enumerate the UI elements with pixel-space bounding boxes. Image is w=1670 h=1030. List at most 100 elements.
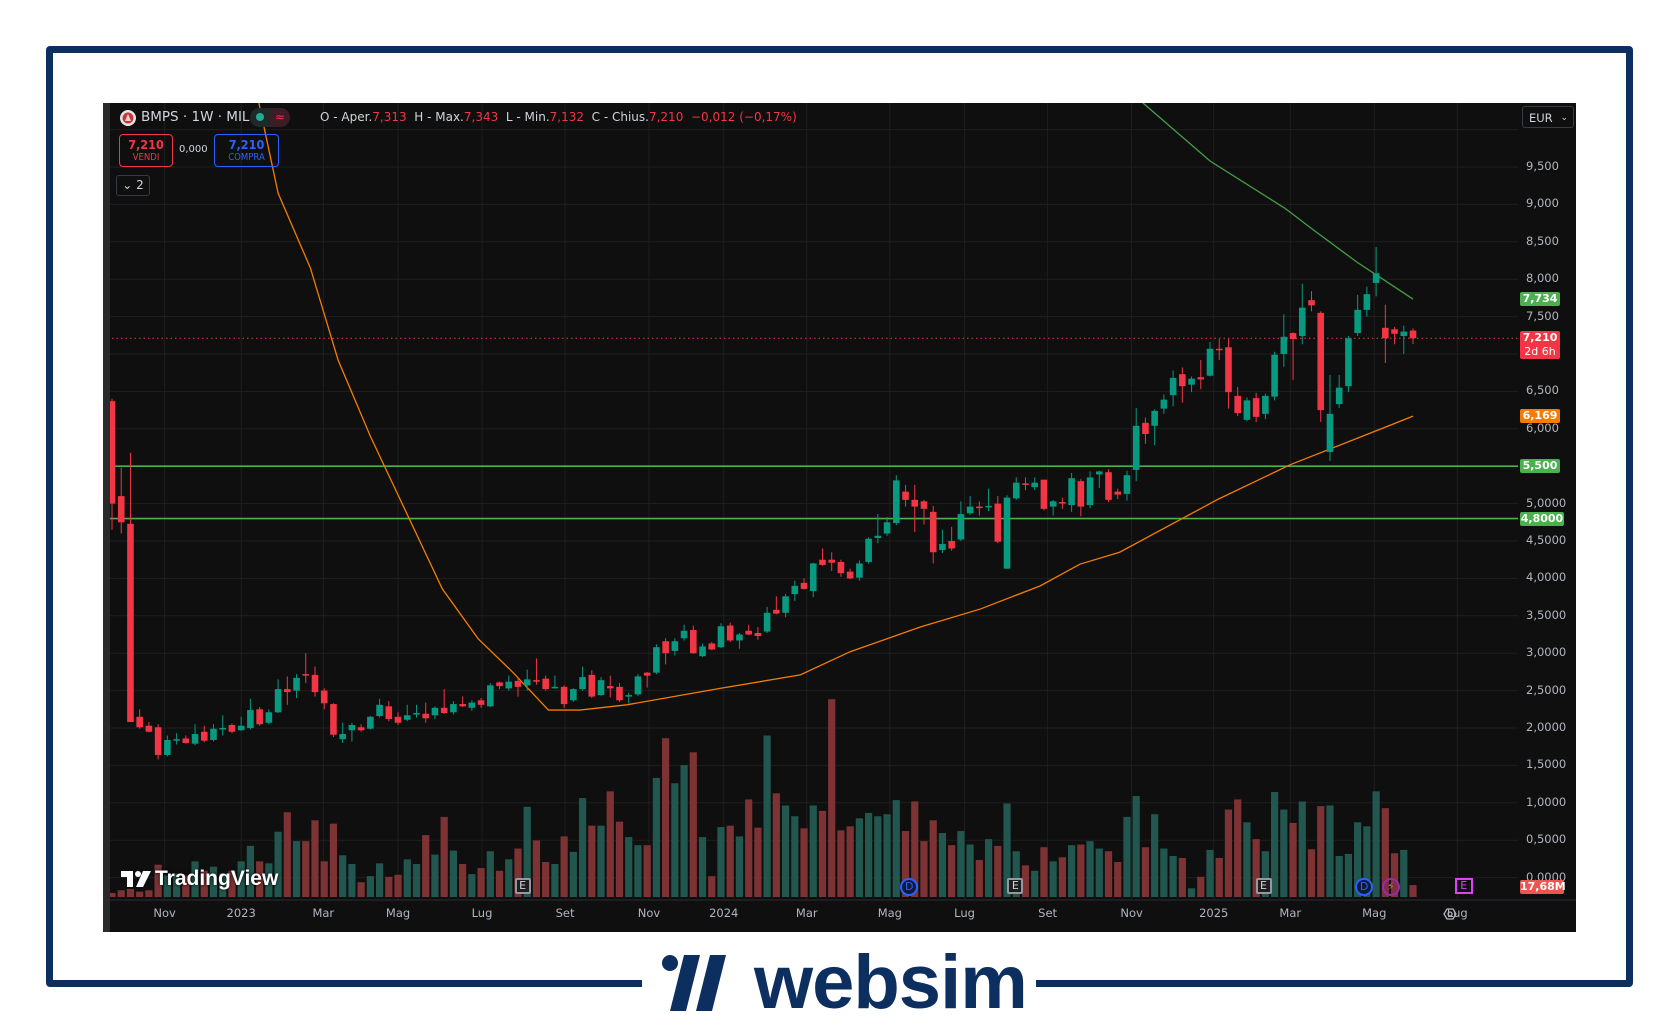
candle-body	[1151, 410, 1158, 426]
time-axis-tick[interactable]: Set	[1038, 906, 1058, 920]
volume-bar	[892, 800, 900, 897]
price-axis-tick[interactable]: 2,0000	[1526, 720, 1567, 734]
candle-body	[1031, 482, 1038, 488]
price-axis-tick[interactable]: 8,500	[1526, 233, 1559, 248]
time-axis-tick[interactable]: Mar	[1279, 906, 1302, 920]
dividend-event-marker[interactable]: D	[1355, 878, 1374, 896]
time-axis-tick[interactable]: Mar	[795, 906, 818, 920]
volume-bar	[357, 882, 365, 897]
price-axis-tick[interactable]: 2,5000	[1526, 682, 1567, 697]
settings-gear-icon[interactable]	[1442, 906, 1458, 922]
candle-body	[1197, 377, 1205, 380]
buy-button[interactable]: 7,210 COMPRA	[214, 134, 279, 167]
volume-bar	[1077, 844, 1085, 897]
candle-body	[1040, 479, 1048, 509]
volume-bar	[615, 821, 624, 897]
price-axis-tick[interactable]: 3,0000	[1526, 645, 1567, 660]
volume-bar	[1298, 801, 1306, 897]
earnings-event-marker[interactable]: E	[514, 878, 531, 894]
candle-body	[1215, 348, 1223, 351]
time-axis-tick[interactable]: Nov	[153, 906, 176, 920]
volume-bar	[1344, 853, 1353, 897]
price-axis-tick[interactable]: 4,5000	[1526, 533, 1567, 547]
candle-body	[1077, 481, 1085, 507]
price-axis-label: 4,8000	[1520, 511, 1564, 526]
price-axis-tick[interactable]: 4,0000	[1526, 570, 1567, 585]
candle-body	[763, 612, 771, 632]
volume-bar	[1049, 861, 1057, 897]
time-axis-tick[interactable]: Nov	[637, 906, 661, 920]
currency-select[interactable]: EUR ⌄	[1522, 106, 1574, 128]
indicators-toggle-button[interactable]: ⌄ 2	[116, 175, 150, 196]
candle-body	[311, 674, 319, 693]
volume-bar	[846, 826, 854, 897]
candle-body	[911, 499, 919, 507]
time-axis-tick[interactable]: 2024	[709, 906, 739, 920]
earnings-event-marker[interactable]: E	[1007, 878, 1024, 894]
volume-bar	[1234, 799, 1242, 897]
time-axis-tick[interactable]: Set	[555, 906, 575, 920]
time-axis-tick[interactable]: 2025	[1199, 906, 1229, 920]
candle-body	[1086, 477, 1094, 506]
tradingview-watermark[interactable]: TradingView	[121, 867, 278, 891]
volume-bar	[809, 805, 817, 897]
candle-body	[1188, 378, 1195, 385]
symbol-title[interactable]: BMPS · 1W · MIL	[141, 109, 250, 125]
volume-bar	[938, 833, 947, 897]
tradingview-chart[interactable]: BMPS · 1W · MIL ≈ O - Aper.7,313 H - Max…	[103, 103, 1576, 932]
candle-body	[413, 713, 420, 715]
volume-bar	[126, 888, 135, 897]
price-axis-tick[interactable]: 1,5000	[1526, 757, 1567, 772]
sell-price: 7,210	[128, 137, 164, 152]
candle-body	[1206, 348, 1214, 376]
candle-body	[422, 713, 430, 719]
price-axis-tick[interactable]: 1,0000	[1526, 794, 1567, 809]
price-axis-tick[interactable]: 3,5000	[1526, 607, 1567, 622]
left-scrollbar[interactable]	[103, 103, 110, 932]
chart-canvas[interactable]	[103, 103, 1576, 932]
price-axis-tick[interactable]: 9,000	[1526, 196, 1559, 211]
candle-body	[1114, 491, 1122, 495]
price-axis-tick[interactable]: 8,000	[1526, 271, 1559, 286]
price-axis-tick[interactable]: 6,500	[1526, 383, 1559, 398]
candle-body	[1298, 307, 1306, 337]
time-axis-tick[interactable]: Nov	[1120, 906, 1143, 920]
candle-body	[1234, 395, 1241, 414]
time-axis-tick[interactable]: Lug	[471, 906, 493, 920]
volume-bar	[1021, 865, 1030, 897]
news-flash-event-marker[interactable]: ⚡	[1381, 878, 1400, 896]
earnings-upcoming-event-marker[interactable]: E	[1454, 878, 1473, 894]
price-axis-tick[interactable]: 6,000	[1526, 420, 1559, 435]
volume-bar	[1104, 851, 1113, 897]
candle-body	[1363, 294, 1371, 310]
time-axis-tick[interactable]: Mag	[1362, 906, 1387, 920]
volume-bar	[560, 836, 568, 897]
volume-bar	[1141, 847, 1150, 897]
time-axis-tick[interactable]: Mag	[385, 906, 411, 920]
price-axis-tick[interactable]: 9,500	[1526, 159, 1559, 173]
time-axis-tick[interactable]: Lug	[954, 906, 975, 920]
volume-bar	[735, 836, 744, 897]
price-axis-tick[interactable]: 7,500	[1526, 308, 1559, 323]
volume-bar	[948, 845, 956, 897]
frame-gap	[642, 970, 1036, 990]
candle-body	[1354, 309, 1361, 334]
volume-bar	[625, 837, 633, 897]
candle-body	[302, 674, 310, 676]
time-axis-tick[interactable]: Mar	[312, 906, 335, 920]
market-status-pill[interactable]: ≈	[250, 108, 290, 127]
candle-body	[994, 503, 1002, 542]
time-axis-tick[interactable]: Mag	[877, 906, 902, 920]
sell-button[interactable]: 7,210 VENDI	[119, 134, 173, 167]
dividend-event-marker[interactable]: D	[900, 878, 919, 896]
time-axis-tick[interactable]: 2023	[226, 906, 256, 920]
candle-body	[966, 506, 974, 514]
candle-body	[1400, 331, 1408, 337]
volume-bar	[1040, 847, 1048, 897]
earnings-event-marker[interactable]: E	[1255, 878, 1272, 894]
candle-body	[653, 647, 660, 673]
price-axis-tick[interactable]: 5,0000	[1526, 495, 1567, 510]
volume-bar	[975, 859, 983, 897]
candle-body	[145, 725, 153, 732]
price-axis-tick[interactable]: 0,5000	[1526, 832, 1567, 847]
